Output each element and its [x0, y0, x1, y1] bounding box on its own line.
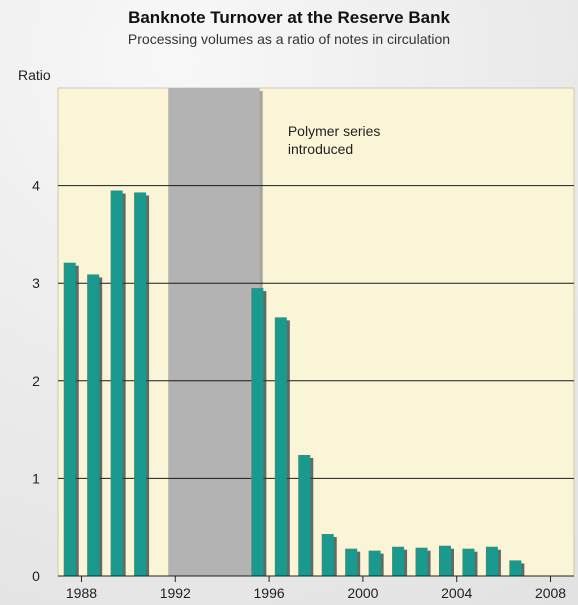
chart-title: Banknote Turnover at the Reserve Bank [128, 8, 450, 27]
bar [509, 560, 522, 576]
y-tick-label: 0 [32, 568, 40, 584]
bar [462, 548, 475, 576]
y-axis-label: Ratio [18, 67, 51, 83]
chart-subtitle: Processing volumes as a ratio of notes i… [127, 31, 451, 47]
bar [345, 548, 358, 576]
bar [251, 288, 264, 576]
bar [298, 454, 311, 576]
x-tick-label: 1996 [254, 585, 285, 601]
y-tick-label: 3 [32, 275, 40, 291]
annotation-line2: introduced [288, 141, 353, 157]
x-tick-label: 2000 [347, 585, 378, 601]
bar [368, 550, 381, 576]
bar [63, 262, 76, 576]
x-tick-label: 2008 [535, 585, 566, 601]
x-tick-label: 2004 [441, 585, 472, 601]
bar [110, 190, 123, 577]
annotation-line1: Polymer series [288, 123, 381, 139]
bar [439, 545, 451, 576]
bar [392, 546, 405, 576]
x-tick-label: 1988 [66, 585, 97, 601]
y-tick-label: 1 [32, 470, 40, 486]
bar [274, 317, 287, 576]
bar [321, 534, 334, 576]
y-tick-label: 4 [32, 178, 40, 194]
bar [134, 192, 147, 576]
x-tick-label: 1992 [160, 585, 191, 601]
y-tick-label: 2 [32, 373, 40, 389]
bar [87, 274, 100, 576]
bar [415, 547, 428, 576]
shaded-region [168, 88, 260, 576]
bar [485, 546, 498, 576]
